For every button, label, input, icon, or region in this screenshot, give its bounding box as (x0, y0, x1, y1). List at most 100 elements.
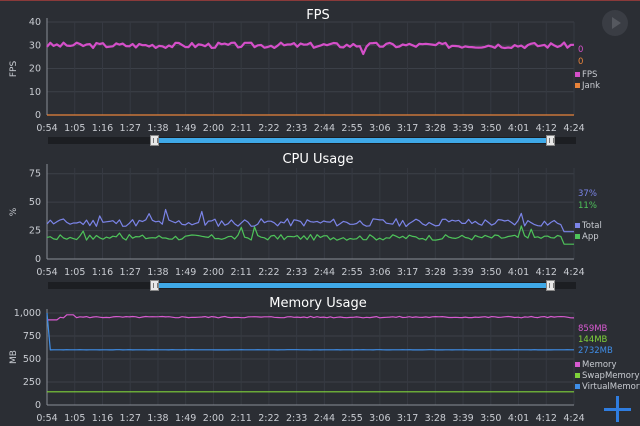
play-button[interactable] (602, 10, 628, 36)
x-tick-label: 4:12 (536, 413, 557, 424)
fps-scroll-range[interactable] (153, 138, 550, 143)
x-tick-label: 2:55 (341, 413, 362, 424)
x-tick-label: 2:44 (314, 413, 335, 424)
y-tick-label: 20 (29, 64, 41, 75)
x-tick-label: 4:24 (563, 123, 584, 134)
y-tick-label: 0 (35, 254, 41, 265)
x-tick-label: 0:54 (36, 267, 57, 278)
x-tick-label: 0:54 (36, 123, 57, 134)
cpu-chart-title: CPU Usage (282, 152, 353, 167)
y-tick-label: 750 (23, 331, 41, 342)
y-tick-label: 75 (29, 169, 41, 180)
y-tick-label: 0 (35, 400, 41, 411)
x-tick-label: 4:24 (563, 413, 584, 424)
x-tick-label: 4:01 (508, 413, 529, 424)
x-tick-label: 2:33 (286, 267, 307, 278)
legend-label[interactable]: SwapMemory (582, 371, 640, 381)
memory-chart-title: Memory Usage (269, 296, 367, 311)
x-tick-label: 1:05 (64, 413, 85, 424)
x-tick-label: 2:00 (203, 123, 224, 134)
x-tick-label: 2:11 (230, 413, 251, 424)
y-tick-label: 10 (29, 87, 41, 98)
legend-swatch (575, 72, 580, 77)
x-tick-label: 2:11 (230, 267, 251, 278)
y-tick-label: 500 (23, 354, 41, 365)
cpu-scroll-right-handle[interactable] (545, 280, 555, 291)
legend-label[interactable]: Total (581, 221, 602, 231)
window-top-border (0, 0, 640, 1)
legend-label[interactable]: VirtualMemory (582, 382, 640, 392)
x-tick-label: 0:54 (36, 413, 57, 424)
x-tick-label: 3:28 (425, 267, 446, 278)
add-icon[interactable] (604, 396, 632, 424)
cpu-scroll-range[interactable] (153, 283, 550, 288)
fps-chart: FPS FPS 40 30 20 10 0 0:54 1:05 1:16 1:27 1:38 1:4… (9, 8, 600, 134)
legend-swatch (575, 234, 580, 239)
x-tick-label: 1:27 (120, 267, 141, 278)
memory-y-axis-label: MB (9, 350, 19, 364)
series-line-memory (47, 314, 575, 321)
fps-scroll-left-handle[interactable] (149, 135, 159, 146)
x-tick-label: 1:49 (175, 413, 196, 424)
y-tick-label: 0 (35, 110, 41, 121)
x-tick-label: 3:06 (369, 123, 390, 134)
legend-label[interactable]: Memory (582, 360, 617, 370)
x-tick-label: 2:44 (314, 123, 335, 134)
x-tick-label: 4:12 (536, 267, 557, 278)
legend-label[interactable]: App (582, 232, 599, 242)
legend-swatch (575, 362, 580, 367)
y-tick-label: 40 (29, 17, 41, 28)
y-tick-label: 50 (29, 197, 41, 208)
x-tick-label: 2:33 (286, 413, 307, 424)
x-tick-label: 1:05 (64, 267, 85, 278)
x-tick-label: 4:12 (536, 123, 557, 134)
legend-label[interactable]: FPS (582, 70, 597, 80)
x-tick-label: 3:17 (397, 413, 418, 424)
x-tick-label: 2:33 (286, 123, 307, 134)
x-tick-label: 2:44 (314, 267, 335, 278)
fps-time-scrollbar[interactable] (48, 135, 576, 146)
current-value-label: 37% (578, 189, 597, 199)
x-tick-label: 3:28 (425, 123, 446, 134)
x-tick-label: 4:01 (508, 267, 529, 278)
y-tick-label: 250 (23, 377, 41, 388)
x-tick-label: 1:49 (175, 123, 196, 134)
current-value-label: 2732MB (578, 346, 613, 356)
x-tick-label: 3:39 (452, 413, 473, 424)
x-tick-label: 4:24 (563, 267, 584, 278)
x-tick-label: 3:50 (480, 123, 501, 134)
x-tick-label: 3:39 (452, 267, 473, 278)
x-tick-label: 2:00 (203, 413, 224, 424)
legend-label[interactable]: Jank (581, 81, 600, 91)
x-tick-label: 3:50 (480, 413, 501, 424)
x-tick-label: 2:55 (341, 267, 362, 278)
y-tick-label: 30 (29, 40, 41, 51)
cpu-scroll-left-handle[interactable] (149, 280, 159, 291)
x-tick-label: 3:17 (397, 267, 418, 278)
fps-y-axis-label: FPS (9, 61, 19, 78)
x-tick-label: 3:28 (425, 413, 446, 424)
x-tick-label: 1:16 (92, 267, 113, 278)
x-tick-label: 2:22 (258, 413, 279, 424)
series-line-total (46, 208, 574, 233)
current-value-label: 859MB (578, 324, 608, 334)
x-tick-label: 3:06 (369, 413, 390, 424)
legend-swatch (575, 384, 580, 389)
x-tick-label: 1:38 (147, 123, 168, 134)
legend-swatch (575, 83, 580, 88)
y-tick-label: 25 (29, 226, 41, 237)
x-tick-label: 3:50 (480, 267, 501, 278)
series-line-fps (46, 41, 575, 56)
current-value-label: 144MB (578, 335, 608, 345)
legend-swatch (575, 373, 580, 378)
x-tick-label: 2:22 (258, 267, 279, 278)
fps-scroll-right-handle[interactable] (545, 135, 555, 146)
x-tick-label: 2:11 (230, 123, 251, 134)
cpu-time-scrollbar[interactable] (48, 280, 576, 291)
x-tick-label: 3:06 (369, 267, 390, 278)
cpu-y-axis-label: % (9, 207, 19, 216)
current-value-label: 11% (578, 201, 597, 211)
current-value-label: 0 (578, 45, 583, 55)
y-tick-label: 1,000 (14, 308, 41, 319)
current-value-label: 0 (578, 57, 583, 67)
